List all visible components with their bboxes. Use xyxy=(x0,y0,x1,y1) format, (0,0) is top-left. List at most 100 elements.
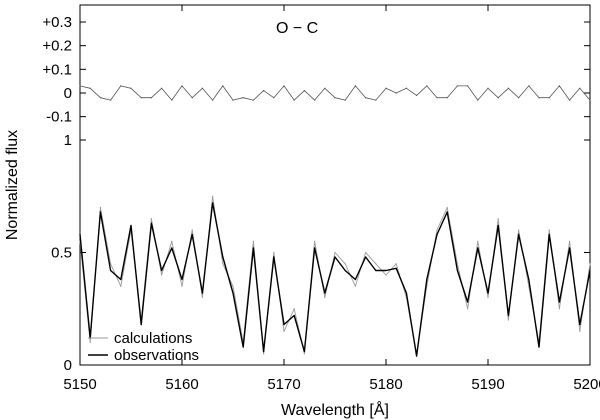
series-observations-point-26 xyxy=(344,269,346,272)
series-residual-point-39 xyxy=(477,99,479,101)
series-residual-point-41 xyxy=(497,97,499,99)
series-calculations-point-36 xyxy=(446,206,448,209)
series-residual-point-12 xyxy=(201,87,203,89)
series-residual-point-28 xyxy=(365,97,367,99)
series-residual-point-23 xyxy=(314,99,316,101)
series-observations-point-47 xyxy=(558,301,561,303)
series-residual-point-34 xyxy=(426,85,428,87)
series-calculations-point-4 xyxy=(120,285,122,287)
series-calculations-point-11 xyxy=(191,229,193,231)
x-tick-label-3: 5180 xyxy=(369,376,402,393)
series-residual-point-31 xyxy=(395,92,397,94)
series-observations-point-11 xyxy=(191,233,193,236)
series-observations-point-7 xyxy=(150,222,152,224)
series-residual-point-46 xyxy=(548,97,550,99)
series-observations-point-2 xyxy=(99,211,101,213)
series-observations-point-15 xyxy=(232,292,234,294)
series-observations-point-13 xyxy=(212,202,214,204)
series-residual-point-26 xyxy=(344,99,346,101)
series-observations-point-35 xyxy=(436,233,438,236)
series-observations-point-21 xyxy=(293,314,295,317)
series-residual-point-32 xyxy=(405,87,407,89)
series-calculations-point-30 xyxy=(385,274,387,276)
series-observations-point-22 xyxy=(303,350,305,353)
series-calculations-point-31 xyxy=(395,263,397,265)
series-residual-point-17 xyxy=(252,99,254,101)
series-residual-point-2 xyxy=(99,97,101,99)
series-calculations-point-21 xyxy=(293,308,295,310)
series-residual-point-27 xyxy=(354,85,356,87)
res-tick-label-2: +0.1 xyxy=(42,61,72,78)
series-calculations-point-8 xyxy=(161,274,163,276)
x-tick-label-0: 5150 xyxy=(63,376,96,393)
series-residual-point-24 xyxy=(324,87,326,89)
series-residual-point-30 xyxy=(385,87,387,89)
series-residual-point-8 xyxy=(161,87,163,89)
series-observations-point-14 xyxy=(222,256,224,258)
series-residual-point-3 xyxy=(110,99,112,101)
series-residual-point-6 xyxy=(140,97,142,99)
res-tick-label-4: -0.1 xyxy=(46,109,72,126)
x-tick-label-1: 5160 xyxy=(165,376,198,393)
series-calculations-point-12 xyxy=(201,296,203,299)
series-observations-point-24 xyxy=(324,292,326,294)
legend-label-calculations: calculations xyxy=(114,330,192,347)
oc-annotation: O − C xyxy=(276,20,318,37)
series-observations-point-27 xyxy=(354,278,356,281)
series-observations-point-12 xyxy=(201,292,203,294)
series-residual-point-38 xyxy=(467,85,469,87)
series-calculations-point-25 xyxy=(334,251,336,254)
series-observations-point-36 xyxy=(446,211,448,213)
series-residual-point-48 xyxy=(569,99,571,101)
series-observations-point-3 xyxy=(110,269,112,272)
series-observations-point-29 xyxy=(375,269,377,272)
series-calculations-point-24 xyxy=(324,296,326,299)
series-calculations-point-28 xyxy=(365,251,367,254)
series-calculations-point-17 xyxy=(252,240,254,242)
series-observations-point-28 xyxy=(365,256,367,258)
y-tick-label-1: 0.5 xyxy=(51,245,72,262)
series-group xyxy=(79,85,591,357)
series-observations-point-46 xyxy=(548,233,550,236)
series-residual-point-50 xyxy=(589,99,591,101)
series-calculations-point-15 xyxy=(232,285,234,287)
res-tick-label-1: +0.2 xyxy=(42,38,72,55)
series-calculations-point-13 xyxy=(212,195,214,197)
series-residual-point-33 xyxy=(416,94,418,96)
series-calculations-point-49 xyxy=(579,330,581,332)
series-observations-point-43 xyxy=(518,233,520,236)
series-calculations-point-40 xyxy=(487,296,489,299)
series-observations-point-10 xyxy=(181,278,183,281)
series-observations-point-5 xyxy=(130,224,132,227)
series-residual-point-14 xyxy=(222,85,224,87)
series-calculations-point-2 xyxy=(99,206,101,209)
series-residual-point-4 xyxy=(120,85,122,87)
x-axis-label: Wavelength [Å] xyxy=(281,400,389,419)
series-observations-point-16 xyxy=(242,346,244,348)
series-observations-point-6 xyxy=(140,323,142,326)
series-residual-point-36 xyxy=(446,97,448,99)
series-observations-point-25 xyxy=(334,256,336,258)
series-observations-point-8 xyxy=(161,269,163,272)
series-calculations-point-1 xyxy=(89,341,91,344)
series-observations-point-33 xyxy=(416,355,418,357)
series-calculations-point-26 xyxy=(344,263,346,265)
series-calculations-point-7 xyxy=(150,218,152,220)
series-residual-point-16 xyxy=(242,97,244,99)
y-tick-label-2: 1 xyxy=(64,132,72,149)
series-residual-point-44 xyxy=(528,85,530,87)
series-observations-point-37 xyxy=(456,269,458,272)
plot-frame xyxy=(79,4,591,366)
series-calculations-point-29 xyxy=(375,263,377,265)
series-calculations-point-9 xyxy=(171,240,173,242)
series-observations-point-19 xyxy=(273,256,275,258)
series-calculations-point-47 xyxy=(558,308,561,310)
series-calculations-point-50 xyxy=(589,263,591,265)
series-residual-point-25 xyxy=(334,97,336,99)
series-residual-point-47 xyxy=(558,85,561,87)
series-observations-point-30 xyxy=(385,269,387,272)
series-observations-point-31 xyxy=(395,267,397,269)
series-calculations-point-35 xyxy=(436,229,438,231)
